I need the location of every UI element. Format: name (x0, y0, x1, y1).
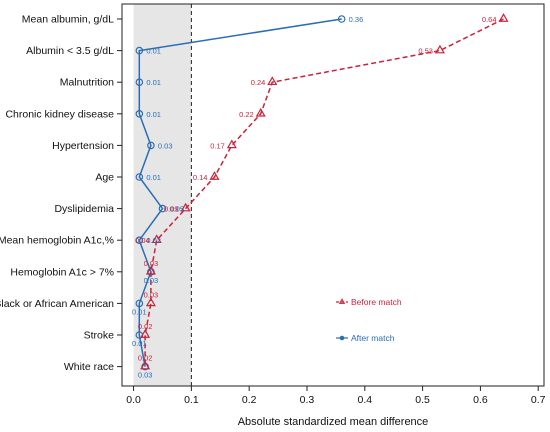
after-match-value-label: 0.03 (158, 141, 173, 150)
category-label: Hemoglobin A1c > 7% (10, 266, 114, 278)
after-match-point (135, 299, 144, 308)
category-label: Hypertension (52, 140, 114, 152)
x-tick-label: 0.2 (242, 394, 257, 406)
after-match-value-label: 0.01 (146, 110, 161, 119)
x-tick-label: 0.5 (415, 394, 430, 406)
after-match-value-label: 0.03 (138, 371, 153, 380)
before-match-value-label: 0.14 (193, 173, 208, 182)
before-match-value-label: 0.03 (144, 290, 159, 299)
before-match-value-label: 0.22 (239, 110, 254, 119)
legend-after-match-marker (339, 335, 345, 341)
before-match-point (180, 202, 191, 212)
after-match-point (135, 173, 144, 181)
after-match-value-label: 0.36 (349, 15, 364, 24)
before-match-point (151, 234, 162, 244)
x-tick-label: 0.0 (126, 394, 141, 406)
after-match-value-label: 0.01 (132, 339, 147, 348)
x-tick-label: 0.3 (300, 394, 315, 406)
category-label: White race (64, 361, 114, 373)
legend-before-match-marker (338, 298, 346, 304)
before-match-value-label: 0.24 (251, 78, 266, 87)
category-label: Age (95, 172, 114, 184)
before-match-line (144, 18, 504, 367)
after-match-value-label: 0.01 (146, 78, 161, 87)
after-match-point (158, 204, 167, 213)
before-match-point (267, 76, 278, 86)
before-match-value-label: 0.53 (418, 47, 433, 56)
after-match-point (135, 110, 144, 118)
before-match-point (498, 13, 509, 22)
after-match-value-label: 0.03 (144, 276, 159, 285)
before-match-point (255, 107, 266, 117)
after-match-value-label: 0.01 (146, 173, 161, 182)
x-tick-label: 0.4 (357, 394, 372, 406)
after-match-value-label: 0.01 (146, 47, 161, 56)
before-match-value-label: 0.04 (135, 236, 150, 245)
after-match-value-label: 0.02 (146, 236, 161, 245)
before-match-point (140, 329, 151, 338)
before-match-point (140, 360, 151, 370)
x-tick-label: 0.7 (531, 394, 546, 406)
x-tick-label: 0.1 (184, 394, 199, 406)
before-match-point (434, 44, 445, 54)
category-label: Mean hemoglobin A1c,% (0, 235, 114, 247)
before-match-value-label: 0.03 (144, 259, 159, 268)
before-match-point (145, 265, 156, 275)
after-match-point (135, 78, 144, 87)
after-match-point (135, 236, 144, 245)
legend-after-match-label: After match (351, 333, 395, 343)
before-match-value-label: 0.02 (138, 322, 153, 331)
before-match-point (145, 297, 156, 307)
x-tick-label: 0.6 (473, 394, 488, 406)
category-label: Mean albumin, g/dL (22, 14, 114, 26)
after-match-point (135, 46, 144, 55)
before-match-point (209, 171, 220, 180)
before-match-value-label: 0.17 (210, 141, 225, 150)
after-match-point (337, 15, 346, 23)
category-label: Dyslipidemia (54, 203, 114, 215)
after-match-point (147, 141, 155, 150)
before-match-value-label: 0.09 (164, 205, 179, 214)
x-axis-title: Absolute standardized mean difference (238, 416, 429, 428)
plot-frame (121, 3, 545, 387)
after-match-line (138, 18, 342, 367)
before-match-point (226, 139, 237, 149)
category-label: Malnutrition (60, 77, 114, 89)
after-match-value-label: 0.01 (132, 307, 147, 316)
after-match-value-label: 0.05 (169, 205, 184, 214)
category-label: Stroke (84, 330, 115, 342)
legend-before-match-label: Before match (351, 297, 402, 307)
category-label: Black or African American (0, 298, 114, 310)
category-label: Albumin < 3.5 g/dL (26, 45, 114, 57)
category-label: Chronic kidney disease (5, 108, 114, 120)
shaded-region (133, 4, 192, 386)
before-match-value-label: 0.02 (138, 354, 153, 363)
before-match-value-label: 0.64 (482, 15, 497, 24)
